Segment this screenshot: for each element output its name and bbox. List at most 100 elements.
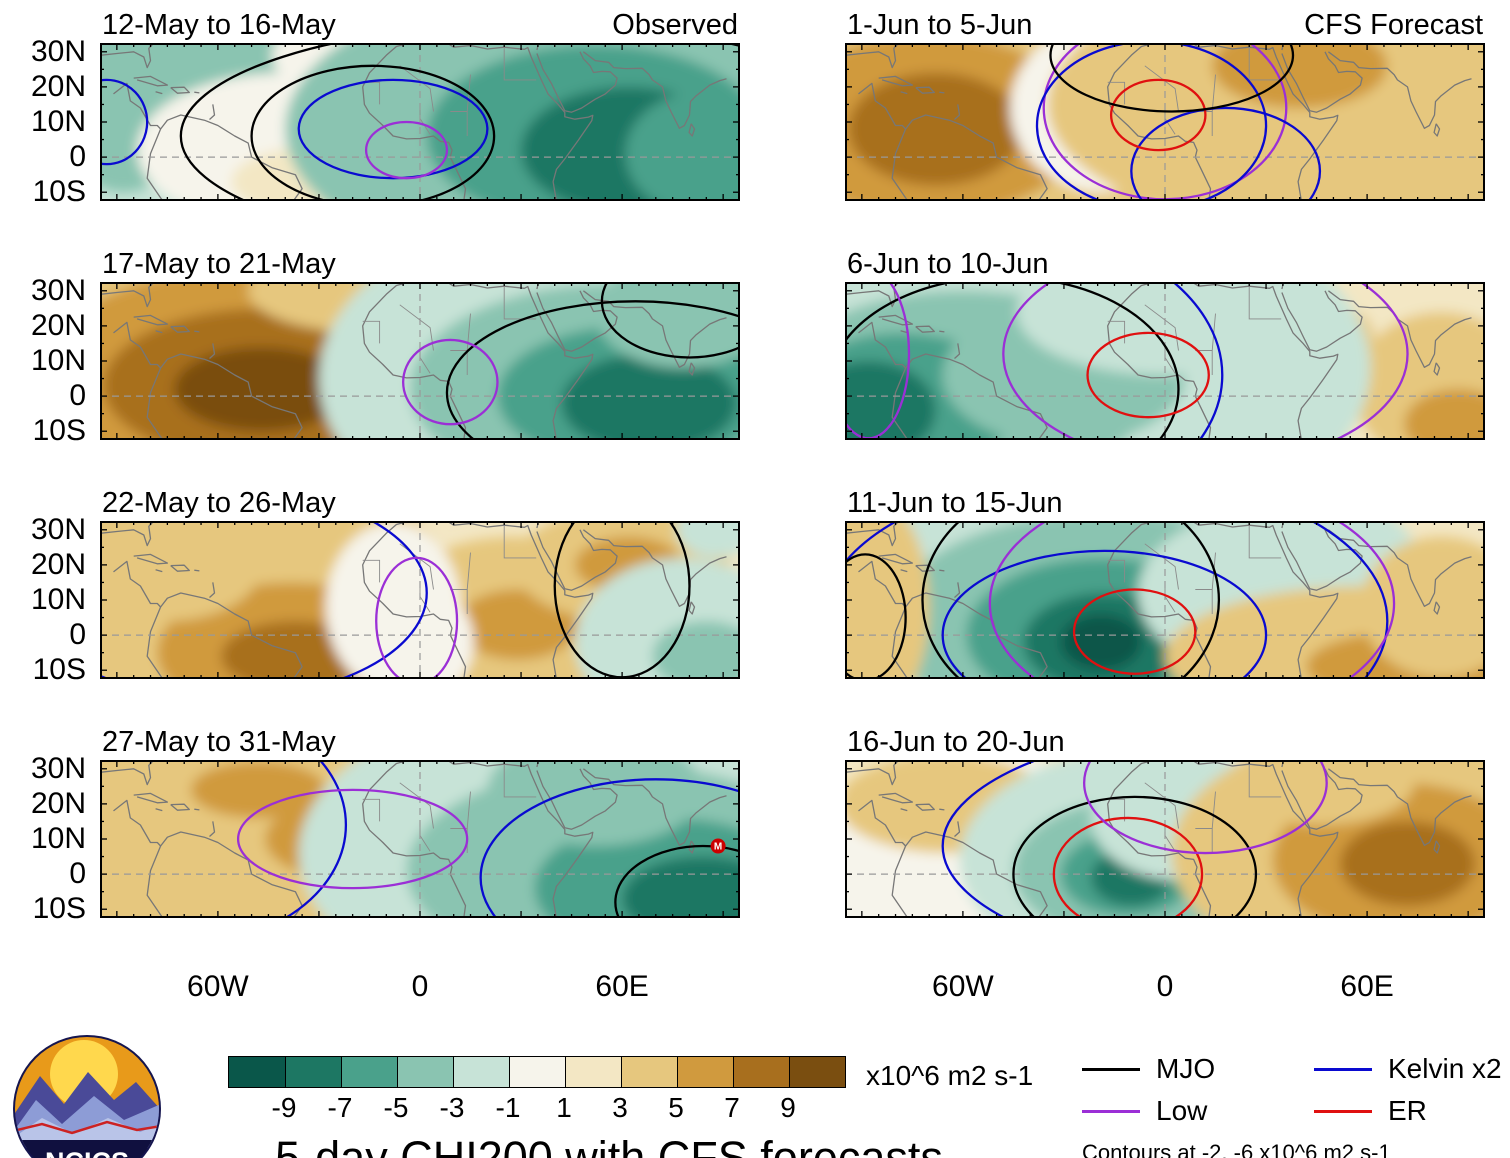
colorbar-swatch <box>733 1057 789 1087</box>
legend-item-er: ER <box>1314 1090 1510 1132</box>
footer-section: NCICS -9 -7 -5 -3 -1 1 3 5 7 9 x10^6 m2 s-1 5-day… <box>0 1008 1510 1158</box>
lat-tick-label: 0 <box>69 857 86 891</box>
legend-items: MJO Kelvin x2 Low ER <box>1082 1048 1510 1132</box>
colorbar-swatch <box>677 1057 733 1087</box>
colorbar-swatch <box>509 1057 565 1087</box>
map-panel-forecast-3 <box>845 521 1485 679</box>
panel-title: 6-Jun to 10-Jun <box>847 248 1049 280</box>
colorbar-swatch <box>565 1057 621 1087</box>
lon-tick-label: 60E <box>595 970 649 1003</box>
colorbar-tick-label: 7 <box>724 1092 740 1123</box>
panel-title: 1-Jun to 5-Jun <box>847 9 1033 41</box>
ncics-logo: NCICS <box>13 1035 161 1158</box>
lon-axis: 60W 0 60E <box>845 962 1485 1008</box>
mjo-line-swatch <box>1082 1067 1140 1071</box>
legend-note: Contours at -2, -6 x10^6 m2 s-1 <box>1082 1140 1391 1158</box>
colorbar-tick-label: -5 <box>383 1092 409 1123</box>
lat-tick-label: 30N <box>30 34 86 68</box>
lat-tick-label: 10N <box>30 344 86 377</box>
colorbar-tick-label: 9 <box>780 1092 796 1123</box>
map-panel-observed-3 <box>100 521 740 679</box>
lat-tick-label: 20N <box>30 547 86 581</box>
logo-text: NCICS <box>45 1147 129 1158</box>
panel-block: 11-Jun to 15-Jun <box>845 484 1485 679</box>
colorbar-swatches <box>228 1056 846 1088</box>
lat-tick-label: 10N <box>30 822 86 855</box>
lat-tick-label: 10N <box>30 105 86 138</box>
lat-tick-label: 0 <box>69 379 86 413</box>
colorbar-tick-label: 5 <box>668 1092 684 1123</box>
legend: MJO Kelvin x2 Low ER <box>1082 1048 1510 1132</box>
lat-axis: 30N 20N 10N 0 10S <box>0 35 92 208</box>
lon-tick-label: 60E <box>1340 970 1394 1003</box>
panel-block: 30N 20N 10N 0 10S 22-May to 26-May <box>31 484 740 686</box>
colorbar-swatch <box>789 1057 845 1087</box>
lon-tick-label: 60W <box>932 970 994 1003</box>
panel-title: 22-May to 26-May <box>102 487 336 519</box>
lon-tick-label: 0 <box>1156 970 1174 1003</box>
lat-axis: 30N 20N 10N 0 10S <box>0 752 92 925</box>
panel-block: 30N 20N 10N 0 10S 27-May to 31-May M <box>31 723 740 925</box>
legend-label: MJO <box>1156 1053 1216 1084</box>
lon-axis: 60W 0 60E <box>100 962 740 1008</box>
colorbar-swatch <box>229 1057 285 1087</box>
lat-tick-label: 20N <box>30 786 86 820</box>
panel-title: 17-May to 21-May <box>102 248 336 280</box>
observed-column: 30N 20N 10N 0 10S 12-May to 16-May Observed … <box>31 6 740 1008</box>
column-header-observed: Observed <box>612 9 738 41</box>
legend-label: Low <box>1156 1095 1208 1126</box>
lat-tick-label: 20N <box>30 308 86 342</box>
lat-tick-label: 10S <box>32 892 86 926</box>
map-panel-forecast-1 <box>845 43 1485 201</box>
colorbar-swatch <box>453 1057 509 1087</box>
legend-label: ER <box>1388 1095 1427 1126</box>
low-line-swatch <box>1082 1109 1140 1113</box>
lat-tick-label: 10S <box>32 653 86 687</box>
colorbar-tick-label: -3 <box>439 1092 465 1123</box>
colorbar-swatch <box>621 1057 677 1087</box>
map-panel-forecast-2 <box>845 282 1485 440</box>
page-title: 5-day CHI200 with CFS forecasts <box>275 1132 943 1158</box>
colorbar-tick-label: -1 <box>495 1092 521 1123</box>
kelvin-line-swatch <box>1314 1067 1372 1071</box>
forecast-column: 1-Jun to 5-Jun CFS Forecast 6-Jun to 10-… <box>845 6 1485 1008</box>
colorbar: -9 -7 -5 -3 -1 1 3 5 7 9 <box>228 1056 846 1124</box>
colorbar-swatch <box>285 1057 341 1087</box>
svg-text:M: M <box>714 842 722 853</box>
panel-block: 6-Jun to 10-Jun <box>845 245 1485 440</box>
panel-title: 16-Jun to 20-Jun <box>847 726 1065 758</box>
legend-item-kelvin: Kelvin x2 <box>1314 1048 1510 1090</box>
colorbar-tick-label: 1 <box>556 1092 572 1123</box>
legend-label: Kelvin x2 <box>1388 1053 1502 1084</box>
colorbar-swatch <box>341 1057 397 1087</box>
lat-tick-label: 20N <box>30 69 86 103</box>
colorbar-tick-label: -9 <box>271 1092 297 1123</box>
lon-tick-label: 60W <box>187 970 249 1003</box>
panel-title: 27-May to 31-May <box>102 726 336 758</box>
legend-item-mjo: MJO <box>1082 1048 1314 1090</box>
panel-block: 1-Jun to 5-Jun CFS Forecast <box>845 6 1485 201</box>
colorbar-tick-label: 3 <box>612 1092 628 1123</box>
lat-tick-label: 10S <box>32 175 86 209</box>
panel-title: 11-Jun to 15-Jun <box>847 487 1063 519</box>
lat-tick-label: 10S <box>32 414 86 448</box>
panel-block: 30N 20N 10N 0 10S 12-May to 16-May Observed <box>31 6 740 208</box>
panel-block: 30N 20N 10N 0 10S 17-May to 21-May <box>31 245 740 447</box>
lon-tick-label: 0 <box>411 970 429 1003</box>
lat-axis: 30N 20N 10N 0 10S <box>0 274 92 447</box>
map-panel-observed-1 <box>100 43 740 201</box>
colorbar-units: x10^6 m2 s-1 <box>866 1060 1034 1091</box>
panel-block: 16-Jun to 20-Jun <box>845 723 1485 918</box>
lat-tick-label: 0 <box>69 618 86 652</box>
panel-title: 12-May to 16-May <box>102 9 336 41</box>
map-panel-observed-2 <box>100 282 740 440</box>
er-line-swatch <box>1314 1109 1372 1113</box>
colorbar-tick-label: -7 <box>327 1092 353 1123</box>
map-panel-observed-4: M <box>100 760 740 918</box>
legend-item-low: Low <box>1082 1090 1314 1132</box>
column-header-forecast: CFS Forecast <box>1304 9 1483 41</box>
lat-tick-label: 30N <box>30 512 86 546</box>
maps-grid: 30N 20N 10N 0 10S 12-May to 16-May Observed … <box>31 6 1485 1008</box>
lat-tick-label: 10N <box>30 583 86 616</box>
lat-axis: 30N 20N 10N 0 10S <box>0 513 92 686</box>
